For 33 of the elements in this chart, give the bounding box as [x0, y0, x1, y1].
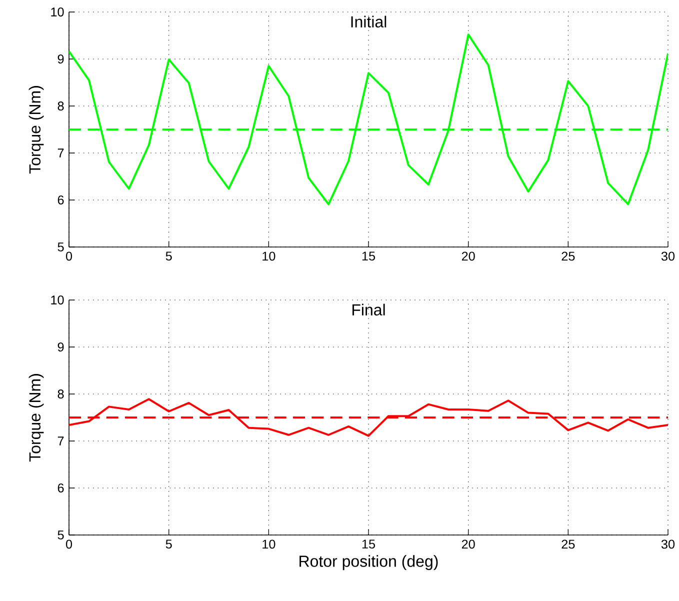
line-series [69, 398, 668, 437]
x-tick-label: 30 [661, 540, 675, 549]
y-tick-label: 8 [58, 102, 64, 110]
x-tick-label: 25 [562, 252, 575, 261]
y-tick-label: 7 [58, 436, 64, 446]
y-tick-label: 6 [58, 484, 64, 492]
x-tick-label: 15 [362, 540, 376, 549]
x-tick-label: 30 [661, 252, 675, 261]
y-axis-title: Torque (Nm) [28, 86, 44, 174]
y-axis-title: Torque (Nm) [28, 374, 44, 462]
y-tick-label: 8 [58, 390, 64, 398]
x-tick-label: 0 [66, 252, 72, 261]
y-tick-label: 7 [58, 148, 64, 158]
x-tick-label: 15 [362, 252, 376, 261]
chart-title: Final [352, 304, 385, 316]
y-tick-label: 9 [58, 54, 64, 64]
x-tick-label: 10 [262, 540, 276, 549]
x-tick-label: 5 [166, 540, 172, 549]
x-tick-label: 0 [66, 540, 72, 549]
y-tick-label: 10 [51, 8, 64, 16]
y-tick-label: 5 [58, 530, 64, 540]
y-tick-label: 5 [58, 242, 64, 252]
line-series [69, 34, 668, 206]
x-tick-label: 10 [262, 252, 276, 261]
x-axis-title: Rotor position (deg) [300, 555, 438, 570]
y-tick-label: 10 [51, 296, 64, 304]
y-tick-label: 6 [58, 196, 64, 204]
x-tick-label: 5 [166, 252, 172, 261]
x-tick-label: 20 [462, 252, 475, 261]
chart-title: Initial [351, 16, 386, 28]
x-tick-label: 20 [462, 540, 475, 549]
y-tick-label: 9 [58, 342, 64, 352]
x-tick-label: 25 [562, 540, 575, 549]
